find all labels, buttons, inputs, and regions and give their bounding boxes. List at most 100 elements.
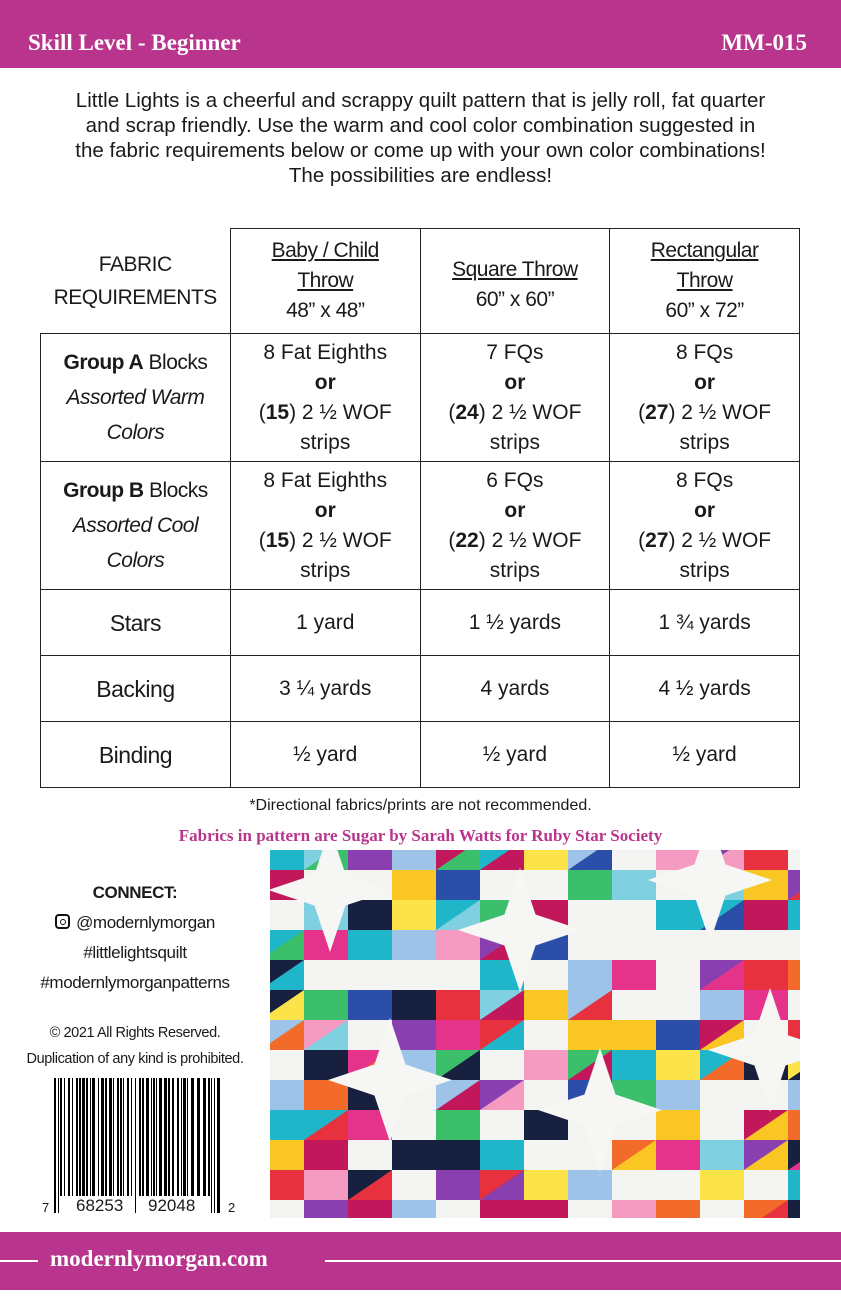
barcode-bar bbox=[151, 1078, 152, 1196]
quilt-block bbox=[348, 1200, 392, 1218]
barcode-bar bbox=[101, 1078, 104, 1196]
quilt-block bbox=[744, 930, 788, 960]
quilt-block bbox=[788, 960, 800, 990]
quilt-block bbox=[744, 1170, 788, 1200]
barcode-bar bbox=[197, 1078, 200, 1196]
barcode-bar bbox=[214, 1078, 215, 1213]
quilt-block bbox=[480, 1050, 524, 1080]
quilt-block bbox=[392, 900, 436, 930]
barcode-bar bbox=[183, 1078, 186, 1196]
quilt-block bbox=[392, 1200, 436, 1218]
quilt-triangle bbox=[612, 1140, 656, 1170]
barcode-digits: 92048 bbox=[146, 1196, 198, 1216]
barcode-bar bbox=[168, 1078, 170, 1196]
copyright-line: Duplication of any kind is prohibited. bbox=[26, 1051, 244, 1067]
quilt-block bbox=[436, 1020, 480, 1050]
quilt-block bbox=[270, 900, 304, 930]
divider bbox=[0, 1260, 38, 1262]
table-cell: 4 yards bbox=[419, 655, 611, 722]
quilt-triangle bbox=[568, 990, 612, 1020]
table-cell: 3 ¼ yards bbox=[229, 655, 421, 722]
quilt-block bbox=[392, 850, 436, 870]
intro-line: the fabric requirements below or come up… bbox=[75, 139, 766, 162]
column-header: Square Throw 60” x 60” bbox=[419, 228, 611, 334]
row-label: Binding bbox=[40, 721, 231, 788]
quilt-block bbox=[436, 1200, 480, 1218]
table-corner: FABRIC REQUIREMENTS bbox=[40, 228, 231, 334]
quilt-block bbox=[656, 1050, 700, 1080]
barcode-bar bbox=[60, 1078, 62, 1196]
quilt-block bbox=[348, 930, 392, 960]
table-cell: 6 FQs or (22) 2 ½ WOF strips bbox=[419, 461, 611, 590]
quilt-block bbox=[656, 850, 700, 870]
quilt-block bbox=[788, 900, 800, 930]
barcode-bar bbox=[98, 1078, 99, 1196]
quilt-triangle bbox=[270, 930, 304, 954]
quilt-block bbox=[612, 990, 656, 1020]
barcode-bar bbox=[131, 1078, 132, 1196]
barcode-bar bbox=[208, 1078, 210, 1196]
skill-level: Skill Level - Beginner bbox=[28, 30, 241, 55]
barcode-digits: 68253 bbox=[74, 1196, 126, 1216]
quilt-block bbox=[392, 1110, 436, 1140]
barcode-bar bbox=[86, 1078, 88, 1196]
quilt-block bbox=[348, 850, 392, 870]
quilt-block bbox=[436, 990, 480, 1020]
quilt-block bbox=[656, 1200, 700, 1218]
quilt-block bbox=[700, 990, 744, 1020]
quilt-block bbox=[436, 870, 480, 900]
barcode-bar bbox=[109, 1078, 112, 1196]
copyright: © 2021 All Rights Reserved. Duplication … bbox=[0, 1020, 270, 1072]
barcode-bar bbox=[164, 1078, 167, 1196]
quilt-block bbox=[700, 1140, 744, 1170]
instagram-handle[interactable]: @modernlymorgan bbox=[76, 913, 215, 932]
quilt-block bbox=[568, 1200, 612, 1218]
quilt-block bbox=[788, 1110, 800, 1140]
quilt-block bbox=[788, 930, 800, 960]
barcode-bar bbox=[90, 1078, 91, 1196]
quilt-block bbox=[524, 990, 568, 1020]
row-label: Backing bbox=[40, 655, 231, 722]
quilt-block bbox=[744, 850, 788, 870]
barcode-bar bbox=[105, 1078, 107, 1196]
quilt-triangle bbox=[304, 1020, 348, 1050]
intro-line: The possibilities are endless! bbox=[288, 164, 553, 187]
copyright-line: © 2021 All Rights Reserved. bbox=[49, 1025, 221, 1041]
quilt-triangle bbox=[744, 1200, 788, 1218]
quilt-block bbox=[480, 1140, 524, 1170]
barcode: 7 68253 92048 2 bbox=[38, 1078, 235, 1218]
barcode-bar bbox=[72, 1078, 73, 1196]
quilt-block bbox=[568, 960, 612, 990]
quilt-triangle bbox=[744, 1140, 788, 1170]
column-header: Rectangular Throw 60” x 72” bbox=[609, 228, 800, 334]
table-cell: 4 ½ yards bbox=[609, 655, 800, 722]
quilt-block bbox=[270, 1200, 304, 1218]
barcode-bar bbox=[54, 1078, 56, 1213]
intro-line: Little Lights is a cheerful and scrappy … bbox=[75, 89, 766, 112]
table-cell: 7 FQs or (24) 2 ½ WOF strips bbox=[419, 333, 611, 462]
quilt-block bbox=[612, 1170, 656, 1200]
column-header: Baby / Child Throw 48” x 48” bbox=[229, 228, 421, 334]
quilt-block bbox=[524, 1050, 568, 1080]
quilt-block bbox=[436, 1170, 480, 1200]
quilt-block bbox=[270, 1170, 304, 1200]
quilt-block bbox=[524, 870, 568, 900]
quilt-block bbox=[700, 1170, 744, 1200]
quilt-block bbox=[348, 900, 392, 930]
barcode-bar bbox=[92, 1078, 95, 1196]
quilt-block bbox=[436, 930, 480, 960]
barcode-digit: 7 bbox=[42, 1200, 50, 1215]
website-link[interactable]: modernlymorgan.com bbox=[50, 1246, 268, 1271]
quilt-star bbox=[648, 850, 772, 942]
quilt-block bbox=[700, 1080, 744, 1110]
quilt-block bbox=[612, 900, 656, 930]
quilt-triangle bbox=[270, 960, 304, 984]
quilt-triangle bbox=[744, 1110, 788, 1140]
quilt-block bbox=[612, 1200, 656, 1218]
quilt-block bbox=[788, 850, 800, 870]
quilt-block bbox=[744, 900, 788, 930]
quilt-star bbox=[708, 988, 800, 1112]
quilt-photo bbox=[270, 850, 800, 1218]
quilt-block bbox=[568, 900, 612, 930]
barcode-bar bbox=[79, 1078, 81, 1196]
